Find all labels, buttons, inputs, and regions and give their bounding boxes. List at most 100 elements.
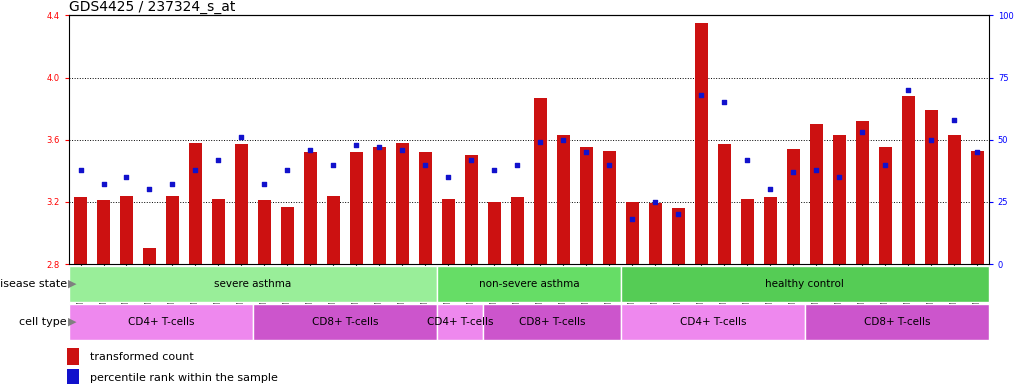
Point	[854, 129, 870, 135]
Bar	[143, 248, 156, 264]
Text: healthy control: healthy control	[765, 279, 845, 289]
Bar	[626, 202, 639, 264]
Bar	[695, 23, 708, 264]
Text: CD4+ T-cells: CD4+ T-cells	[680, 317, 746, 327]
Bar	[397, 143, 409, 264]
Point	[348, 142, 365, 148]
Text: CD8+ T-cells: CD8+ T-cells	[312, 317, 378, 327]
Point	[533, 139, 549, 145]
Point	[417, 162, 434, 168]
Bar	[804, 304, 989, 340]
Bar	[442, 199, 455, 264]
Point	[969, 149, 986, 155]
Bar	[971, 151, 984, 264]
Point	[923, 137, 939, 143]
Point	[72, 166, 89, 172]
Point	[809, 166, 825, 172]
Point	[947, 117, 963, 123]
Bar	[833, 135, 846, 264]
Point	[118, 174, 135, 180]
Bar	[511, 197, 523, 264]
Bar	[419, 152, 432, 264]
Text: severe asthma: severe asthma	[214, 279, 291, 289]
Text: disease state: disease state	[0, 279, 67, 289]
Bar	[212, 199, 225, 264]
Bar	[902, 96, 915, 264]
Bar	[121, 195, 133, 264]
Point	[210, 157, 227, 163]
Bar	[235, 144, 248, 264]
Bar	[166, 195, 179, 264]
Text: ▶: ▶	[68, 317, 76, 327]
Point	[740, 157, 756, 163]
Point	[141, 186, 158, 192]
Bar	[535, 98, 547, 264]
Bar	[488, 202, 501, 264]
Text: cell type: cell type	[20, 317, 67, 327]
Text: percentile rank within the sample: percentile rank within the sample	[90, 373, 277, 383]
Point	[233, 134, 249, 140]
Bar	[856, 121, 868, 264]
Point	[187, 166, 204, 172]
Bar	[810, 124, 823, 264]
Point	[624, 216, 641, 222]
Bar	[948, 135, 961, 264]
Text: ▶: ▶	[68, 279, 76, 289]
Point	[602, 162, 618, 168]
Bar	[67, 369, 79, 384]
Bar	[69, 304, 253, 340]
Point	[647, 199, 663, 205]
Bar	[281, 207, 294, 264]
Bar	[350, 152, 363, 264]
Point	[371, 144, 387, 150]
Bar	[373, 147, 386, 264]
Bar	[483, 304, 621, 340]
Bar	[304, 152, 317, 264]
Bar	[621, 304, 804, 340]
Point	[164, 181, 180, 187]
Text: CD4+ T-cells: CD4+ T-cells	[426, 317, 493, 327]
Bar	[253, 304, 437, 340]
Bar	[621, 266, 989, 302]
Bar	[879, 147, 892, 264]
Text: CD8+ T-cells: CD8+ T-cells	[863, 317, 930, 327]
Bar	[97, 200, 110, 264]
Point	[716, 99, 732, 106]
Point	[394, 147, 411, 153]
Bar	[437, 304, 483, 340]
Point	[831, 174, 848, 180]
Point	[785, 169, 801, 175]
Bar	[69, 266, 437, 302]
Bar	[557, 135, 570, 264]
Point	[464, 157, 480, 163]
Bar	[190, 143, 202, 264]
Point	[671, 211, 687, 217]
Bar	[718, 144, 730, 264]
Point	[900, 87, 917, 93]
Bar	[787, 149, 799, 264]
Point	[762, 186, 779, 192]
Bar	[672, 208, 685, 264]
Point	[578, 149, 594, 155]
Point	[509, 162, 525, 168]
Point	[325, 162, 342, 168]
Bar	[603, 151, 616, 264]
Bar	[741, 199, 754, 264]
Point	[440, 174, 456, 180]
Point	[95, 181, 111, 187]
Bar	[649, 204, 661, 264]
Point	[693, 92, 710, 98]
Bar	[437, 266, 621, 302]
Point	[302, 147, 318, 153]
Bar	[67, 348, 79, 365]
Text: CD8+ T-cells: CD8+ T-cells	[519, 317, 585, 327]
Point	[486, 166, 503, 172]
Point	[256, 181, 273, 187]
Bar	[328, 195, 340, 264]
Bar	[925, 110, 937, 264]
Bar	[764, 197, 777, 264]
Text: CD4+ T-cells: CD4+ T-cells	[128, 317, 195, 327]
Bar	[580, 147, 592, 264]
Bar	[259, 200, 271, 264]
Text: GDS4425 / 237324_s_at: GDS4425 / 237324_s_at	[69, 0, 236, 14]
